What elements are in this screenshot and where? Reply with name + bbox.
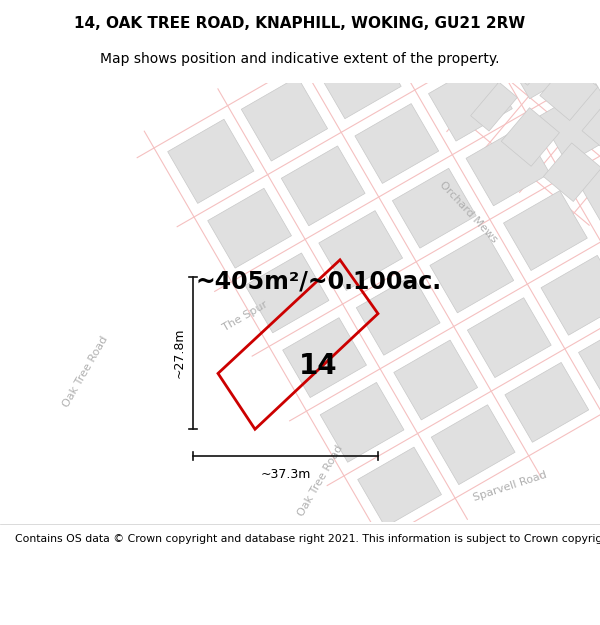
Text: Orchard Mews: Orchard Mews — [437, 179, 499, 244]
Polygon shape — [544, 143, 600, 201]
Polygon shape — [315, 34, 401, 119]
Polygon shape — [320, 382, 404, 462]
Polygon shape — [358, 447, 442, 527]
Polygon shape — [462, 0, 548, 34]
Text: Contains OS data © Crown copyright and database right 2021. This information is : Contains OS data © Crown copyright and d… — [15, 534, 600, 544]
Polygon shape — [430, 233, 514, 313]
Polygon shape — [356, 276, 440, 355]
Polygon shape — [389, 0, 475, 76]
Text: Sparvell Road: Sparvell Road — [472, 469, 548, 502]
Polygon shape — [283, 318, 367, 398]
Polygon shape — [319, 211, 403, 291]
Polygon shape — [245, 253, 329, 333]
Polygon shape — [208, 188, 292, 268]
Text: ~27.8m: ~27.8m — [173, 328, 185, 378]
Polygon shape — [505, 362, 589, 442]
Text: The Spur: The Spur — [221, 300, 269, 334]
Polygon shape — [539, 84, 600, 164]
Polygon shape — [241, 77, 328, 161]
Polygon shape — [577, 148, 600, 228]
Polygon shape — [582, 97, 600, 156]
Polygon shape — [541, 256, 600, 335]
Text: 14: 14 — [299, 352, 337, 381]
Polygon shape — [540, 62, 598, 121]
Polygon shape — [470, 82, 517, 131]
Polygon shape — [431, 405, 515, 484]
Text: ~405m²/~0.100ac.: ~405m²/~0.100ac. — [195, 270, 441, 294]
Polygon shape — [428, 61, 512, 141]
Polygon shape — [467, 298, 551, 378]
Text: Oak Tree Road: Oak Tree Road — [296, 444, 344, 518]
Polygon shape — [355, 104, 439, 183]
Text: 14, OAK TREE ROAD, KNAPHILL, WOKING, GU21 2RW: 14, OAK TREE ROAD, KNAPHILL, WOKING, GU2… — [74, 16, 526, 31]
Polygon shape — [503, 191, 587, 271]
Polygon shape — [281, 146, 365, 226]
Polygon shape — [509, 36, 556, 85]
Polygon shape — [167, 119, 254, 203]
Polygon shape — [578, 320, 600, 400]
Text: Map shows position and indicative extent of the property.: Map shows position and indicative extent… — [100, 52, 500, 66]
Polygon shape — [394, 340, 478, 420]
Polygon shape — [392, 168, 476, 248]
Polygon shape — [466, 126, 550, 206]
Text: ~37.3m: ~37.3m — [260, 468, 311, 481]
Polygon shape — [502, 19, 586, 99]
Text: Oak Tree Road: Oak Tree Road — [61, 334, 109, 409]
Polygon shape — [501, 107, 559, 166]
